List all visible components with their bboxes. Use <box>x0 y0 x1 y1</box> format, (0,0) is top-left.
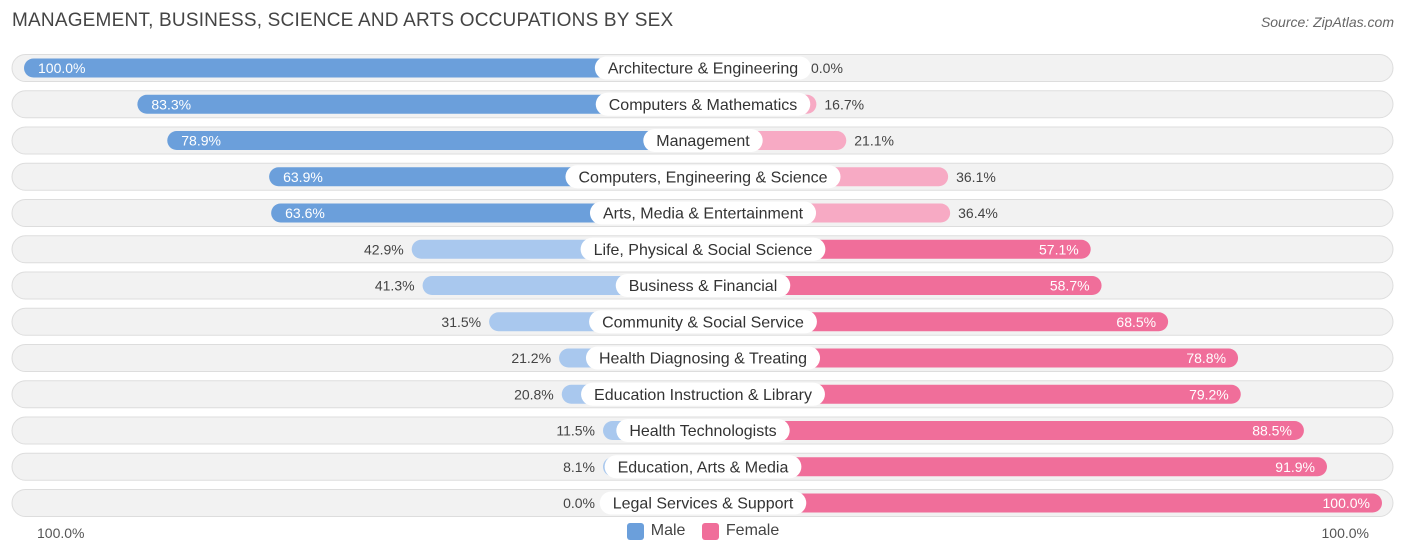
category-label: Architecture & Engineering <box>608 61 798 78</box>
category-label-pill <box>585 346 821 370</box>
axis-right-label: 100.0% <box>1321 525 1369 541</box>
category-label-pill <box>643 129 763 152</box>
male-value-label: 63.9% <box>283 169 323 185</box>
female-value-label: 79.2% <box>1189 386 1229 402</box>
male-value-label: 78.9% <box>181 133 221 149</box>
male-value-label: 21.2% <box>511 350 551 366</box>
female-value-label: 58.7% <box>1050 278 1090 294</box>
female-bar <box>703 384 1241 404</box>
category-label-pill <box>604 455 802 479</box>
legend-item-male: Male <box>626 522 686 540</box>
female-bar <box>703 276 1102 295</box>
female-value-label: 68.5% <box>1116 314 1156 330</box>
category-label-pill <box>599 491 807 515</box>
female-value-label: 91.9% <box>1275 459 1315 475</box>
legend-female-label: Female <box>725 522 780 539</box>
source-label: Source: ZipAtlas.com <box>1260 14 1394 30</box>
female-value-label: 0.0% <box>811 60 843 76</box>
male-value-label: 8.1% <box>563 459 595 475</box>
category-label-pill <box>580 237 826 261</box>
category-label-pill <box>565 165 841 189</box>
category-label: Health Diagnosing & Treating <box>599 351 807 368</box>
legend-item-female: Female <box>701 522 780 540</box>
category-label: Business & Financial <box>629 278 778 295</box>
male-value-label: 41.3% <box>375 278 415 294</box>
male-value-label: 20.8% <box>514 386 554 402</box>
category-label: Legal Services & Support <box>613 496 794 513</box>
male-swatch <box>626 522 644 540</box>
male-value-label: 42.9% <box>364 241 404 257</box>
female-value-label: 36.1% <box>956 169 996 185</box>
female-bar <box>703 421 1304 440</box>
chart-title: MANAGEMENT, BUSINESS, SCIENCE AND ARTS O… <box>12 10 674 31</box>
male-value-label: 83.3% <box>151 96 191 112</box>
category-label-pill <box>589 201 817 225</box>
category-label: Arts, Media & Entertainment <box>603 206 804 223</box>
category-label: Life, Physical & Social Science <box>594 242 813 259</box>
female-value-label: 36.4% <box>958 205 998 221</box>
category-label-pill <box>616 419 790 442</box>
legend: Male Female <box>0 522 1406 545</box>
male-value-label: 11.5% <box>556 423 595 439</box>
category-label-pill <box>581 382 825 406</box>
male-bar <box>137 94 703 114</box>
female-bar <box>703 457 1328 477</box>
category-label: Management <box>656 133 750 150</box>
category-label: Health Technologists <box>629 423 776 440</box>
female-value-label: 57.1% <box>1039 241 1079 257</box>
legend-male-label: Male <box>650 522 686 539</box>
female-bar <box>703 312 1169 332</box>
category-label: Computers, Engineering & Science <box>578 169 827 186</box>
category-label-pill <box>615 274 791 297</box>
male-value-label: 31.5% <box>441 314 481 330</box>
category-label-pill <box>589 310 817 334</box>
category-label-pill <box>594 56 812 80</box>
category-label: Community & Social Service <box>602 314 804 331</box>
female-value-label: 16.7% <box>824 96 864 112</box>
diverging-bar-chart: 100.0% 0.0% Architecture & Engineering 83.3… <box>11 54 1394 517</box>
category-label: Computers & Mathematics <box>609 97 798 114</box>
axis-left-label: 100.0% <box>37 525 85 541</box>
male-value-label: 100.0% <box>38 60 85 76</box>
male-value-label: 0.0% <box>563 495 595 511</box>
male-bar <box>167 131 704 150</box>
male-bar <box>24 58 703 78</box>
female-bar <box>703 348 1239 368</box>
female-swatch <box>701 522 719 540</box>
category-label: Education Instruction & Library <box>594 387 812 404</box>
category-label: Education, Arts & Media <box>618 459 789 476</box>
category-label-pill <box>595 92 811 116</box>
female-value-label: 78.8% <box>1186 350 1226 366</box>
female-value-label: 100.0% <box>1323 495 1370 511</box>
male-value-label: 63.6% <box>285 205 325 221</box>
female-bar <box>703 493 1382 513</box>
female-value-label: 88.5% <box>1252 423 1292 439</box>
female-value-label: 21.1% <box>854 133 894 149</box>
